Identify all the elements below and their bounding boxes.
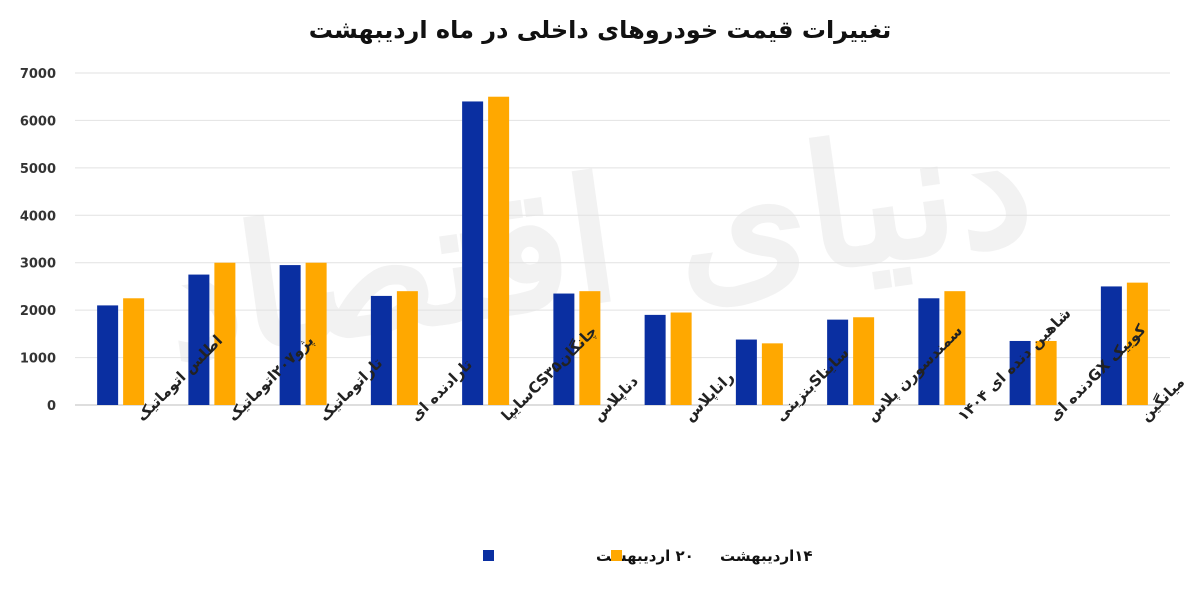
bar-series-1-2 [279,265,301,405]
bar-series-1-7 [735,339,757,405]
bar-series-2-10 [1035,340,1057,405]
bar-series-2-1 [214,262,236,405]
bar-series-2-2 [305,262,327,405]
bar-series-2-11 [1126,282,1148,405]
y-tick-label: 2000 [20,304,56,319]
bar-series-1-3 [370,295,392,405]
bar-series-1-0 [97,305,119,405]
legend-swatch [483,550,494,561]
bar-series-1-6 [644,314,666,405]
legend-label: ۲۰ اردیبهشت [596,547,694,565]
bar-series-1-1 [188,274,210,405]
bar-series-2-0 [123,298,145,405]
bar-series-2-4 [488,96,510,405]
bar-series-2-3 [396,291,418,405]
y-tick-label: 7000 [20,67,56,82]
legend: ۲۰ اردیبهشت ۱۴اردیبهشت [483,547,813,565]
bar-series-1-9 [918,298,940,405]
bars [97,96,1148,405]
bar-series-2-5 [579,291,601,405]
y-tick-label: 3000 [20,257,56,272]
y-axis-ticks: 0 1000 2000 3000 4000 5000 6000 7000 [20,67,56,414]
bar-series-1-11 [1100,286,1122,405]
y-tick-label: 1000 [20,352,56,367]
y-tick-label: 4000 [20,209,56,224]
bar-series-1-5 [553,293,575,405]
bar-series-1-10 [1009,340,1031,405]
y-tick-label: 5000 [20,162,56,177]
legend-label: ۱۴اردیبهشت [720,547,813,565]
bar-series-2-9 [944,291,966,405]
bar-series-2-6 [670,312,692,405]
chart-title: تغییرات قیمت خودروهای داخلی در ماه اردیب… [309,16,892,44]
y-tick-label: 6000 [20,114,56,129]
bar-series-2-8 [853,317,875,405]
bar-series-1-8 [827,319,849,405]
y-tick-label: 0 [47,399,56,414]
bar-series-2-7 [761,343,783,405]
bar-series-1-4 [462,101,484,405]
legend-swatch [611,550,622,561]
grid-lines [75,72,1170,406]
